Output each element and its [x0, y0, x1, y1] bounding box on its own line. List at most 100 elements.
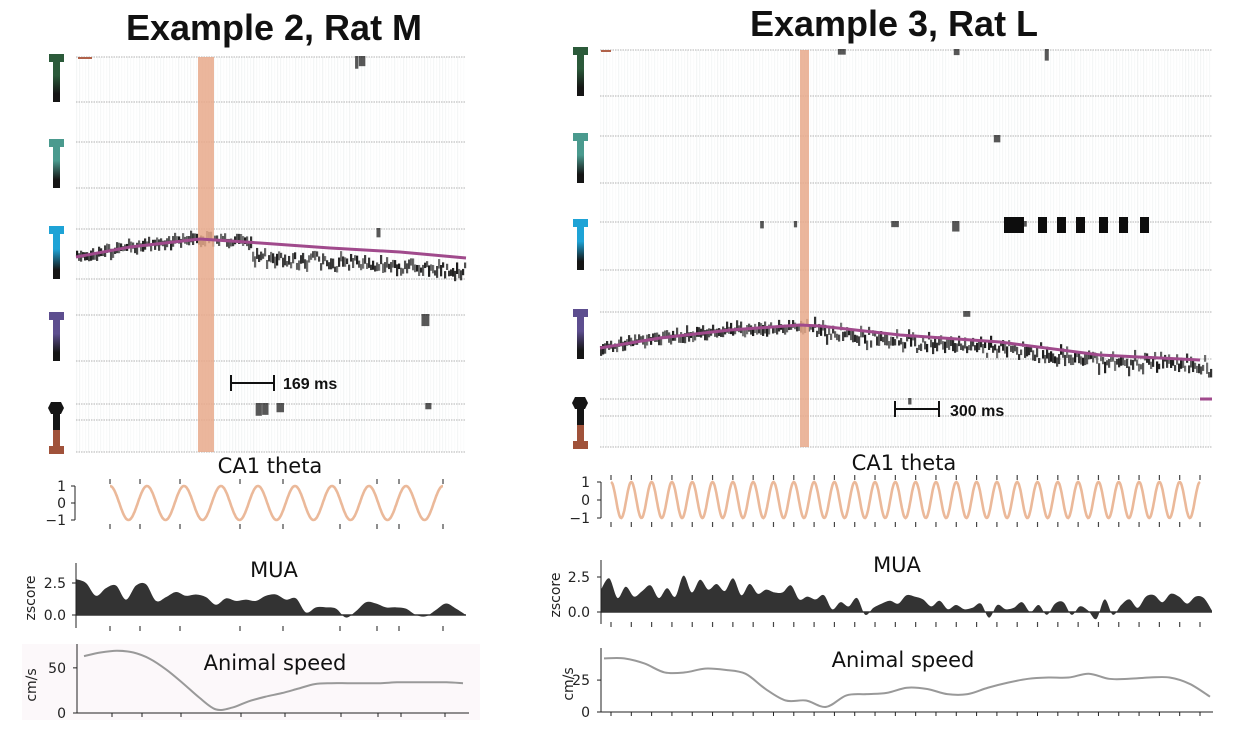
heatmap-streak — [888, 50, 889, 447]
posterior-blob — [922, 337, 925, 343]
heatmap-streak — [334, 57, 336, 452]
heatmap-streak — [957, 50, 959, 447]
heatmap-streak — [852, 50, 854, 447]
speed-line — [83, 649, 464, 711]
posterior-blob — [170, 240, 173, 251]
posterior-blob — [138, 240, 141, 248]
heatmap-streak — [1113, 50, 1115, 447]
heatmap-streak — [1002, 50, 1004, 447]
heatmap-streak — [708, 50, 709, 447]
probe-shank — [577, 140, 584, 183]
posterior-blob — [832, 325, 835, 334]
posterior-blob — [854, 334, 857, 342]
posterior-blob — [926, 343, 929, 353]
heatmap-streak — [1173, 50, 1174, 447]
posterior-blob — [88, 253, 91, 262]
posterior-blob — [1202, 364, 1205, 371]
posterior-blob — [1030, 345, 1033, 353]
heatmap-streak — [1191, 50, 1193, 447]
heatmap-streak — [1029, 50, 1031, 447]
heatmap-streak — [1182, 50, 1184, 447]
heatmap-streak — [951, 50, 952, 447]
heatmap-streak — [196, 57, 197, 452]
posterior-blob — [1154, 351, 1157, 360]
activity-burst — [1140, 217, 1149, 233]
posterior-blob — [284, 254, 287, 266]
posterior-blob — [828, 325, 831, 335]
posterior-blob — [384, 262, 387, 273]
heatmap-streak — [702, 50, 703, 447]
heatmap-streak — [789, 50, 791, 447]
mua-plot: 2.5 0.0 zscore — [23, 563, 466, 631]
posterior-blob — [1192, 360, 1195, 373]
panel-title: Example 2, Rat M — [126, 7, 422, 48]
posterior-blob — [1044, 354, 1047, 364]
posterior-blob — [1012, 345, 1015, 354]
heatmap-streak — [624, 50, 626, 447]
heatmap-streak — [337, 57, 339, 452]
posterior-blob — [982, 343, 985, 354]
heatmap-streak — [382, 57, 383, 452]
heatmap-streak — [160, 57, 162, 452]
heatmap-streak — [783, 50, 784, 447]
posterior-blob — [294, 252, 297, 260]
posterior-blob — [988, 340, 991, 350]
heatmap-streak — [343, 57, 345, 452]
heatmap-streak — [753, 50, 755, 447]
posterior-blob — [338, 257, 341, 267]
posterior-blob — [692, 331, 695, 343]
heatmap-streak — [190, 57, 192, 452]
heatmap-streak — [463, 57, 464, 452]
posterior-blob — [128, 238, 131, 249]
posterior-blob — [358, 260, 361, 268]
posterior-blob — [962, 345, 965, 351]
mua-title: MUA — [873, 553, 921, 577]
posterior-blob — [662, 331, 665, 340]
posterior-blob — [310, 253, 313, 260]
heatmap-streak — [873, 50, 875, 447]
posterior-blob — [424, 262, 427, 269]
decoding-heatmap — [599, 49, 1213, 448]
posterior-blob — [264, 248, 267, 257]
heatmap-streak — [906, 50, 907, 447]
heatmap-streak — [1179, 50, 1180, 447]
heatmap-streak — [684, 50, 686, 447]
activity-spot — [993, 135, 1001, 143]
posterior-blob — [316, 251, 319, 257]
heatmap-streak — [615, 50, 616, 447]
posterior-blob — [356, 255, 359, 265]
theta-ytick-label: 0 — [581, 493, 590, 509]
posterior-blob — [238, 233, 241, 244]
heatmap-streak — [1101, 50, 1102, 447]
heatmap-streak — [942, 50, 944, 447]
posterior-blob — [1116, 358, 1119, 365]
heatmap-streak — [603, 50, 605, 447]
activity-spot — [952, 221, 960, 232]
posterior-blob — [452, 267, 455, 277]
panel-example-3: Example 3, Rat L 300 ms CA1 theta 1 0 −1 M… — [548, 3, 1213, 721]
posterior-blob — [448, 270, 451, 277]
posterior-blob — [706, 329, 709, 341]
heatmap-streak — [897, 50, 899, 447]
posterior-blob — [1124, 360, 1127, 367]
heatmap-streak — [142, 57, 143, 452]
activity-burst — [1119, 217, 1128, 233]
posterior-blob — [1046, 346, 1049, 359]
heatmap-streak — [286, 57, 288, 452]
probe-5-icon — [572, 397, 588, 449]
heatmap-streak — [1005, 50, 1007, 447]
posterior-blob — [782, 326, 785, 334]
posterior-blob — [994, 344, 997, 351]
posterior-blob — [256, 247, 259, 259]
heatmap-streak — [612, 50, 613, 447]
heatmap-streak — [448, 57, 449, 452]
heatmap-streak — [1128, 50, 1130, 447]
heatmap-streak — [1125, 50, 1127, 447]
heatmap-streak — [1203, 50, 1205, 447]
heatmap-streak — [768, 50, 770, 447]
posterior-blob — [1206, 362, 1209, 374]
posterior-blob — [182, 233, 185, 242]
posterior-blob — [878, 334, 881, 346]
heatmap-streak — [1158, 50, 1160, 447]
